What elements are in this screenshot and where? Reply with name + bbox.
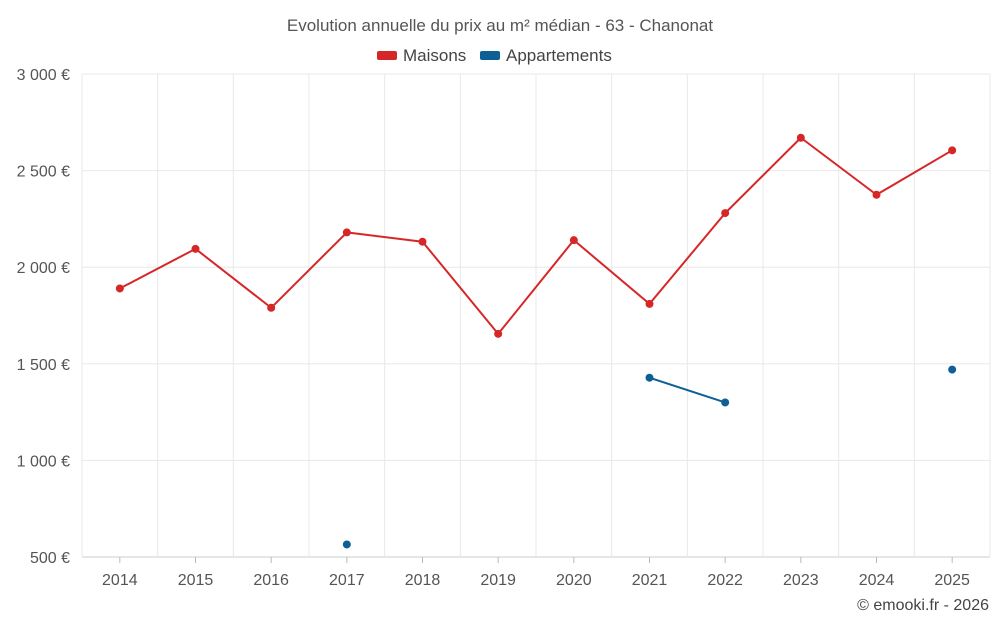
data-point[interactable] xyxy=(569,236,578,245)
x-tick-label: 2018 xyxy=(405,572,441,589)
y-tick-label: 500 € xyxy=(30,550,70,567)
legend-item-label[interactable]: Maisons xyxy=(403,46,466,65)
x-tick-label: 2016 xyxy=(253,572,289,589)
x-tick-label: 2020 xyxy=(556,572,592,589)
data-point[interactable] xyxy=(872,190,881,199)
data-point[interactable] xyxy=(267,303,276,312)
series-layer xyxy=(115,133,957,549)
x-tick-label: 2015 xyxy=(178,572,214,589)
x-tick-label: 2021 xyxy=(632,572,668,589)
grid xyxy=(81,73,991,558)
data-point[interactable] xyxy=(494,329,503,338)
x-tick-label: 2014 xyxy=(102,572,138,589)
series-maisons xyxy=(115,133,957,338)
y-tick-label: 2 000 € xyxy=(17,260,70,277)
data-point[interactable] xyxy=(796,133,805,142)
x-axis: 2014 2015 2016 2017 2018 2019 2020 2021 2022 2023… xyxy=(102,557,970,589)
series-line xyxy=(119,136,953,335)
y-tick-label: 1 500 € xyxy=(17,357,70,374)
series-line xyxy=(649,376,726,404)
data-point[interactable] xyxy=(191,244,200,253)
data-point[interactable] xyxy=(342,540,351,549)
data-point[interactable] xyxy=(418,237,427,246)
data-point[interactable] xyxy=(645,373,654,382)
data-point[interactable] xyxy=(721,209,730,218)
x-tick-label: 2025 xyxy=(934,572,970,589)
y-tick-label: 1 000 € xyxy=(17,453,70,470)
series-appartements xyxy=(342,365,957,549)
x-tick-label: 2024 xyxy=(859,572,895,589)
y-tick-label: 3 000 € xyxy=(17,67,70,84)
legend-swatch xyxy=(377,51,397,60)
credit-text: © emooki.fr - 2026 xyxy=(857,597,989,614)
legend-item-label[interactable]: Appartements xyxy=(506,46,612,65)
legend: Maisons Appartements xyxy=(377,46,612,65)
data-point[interactable] xyxy=(721,398,730,407)
data-point[interactable] xyxy=(948,146,957,155)
x-tick-label: 2019 xyxy=(480,572,516,589)
legend-swatch xyxy=(480,51,500,60)
data-point[interactable] xyxy=(948,365,957,374)
y-axis: 500 € 1 000 € 1 500 € 2 000 € 2 500 € 3 000 € xyxy=(17,67,70,567)
x-tick-label: 2022 xyxy=(707,572,743,589)
x-tick-label: 2023 xyxy=(783,572,819,589)
data-point[interactable] xyxy=(115,284,124,293)
chart-title: Evolution annuelle du prix au m² médian … xyxy=(287,16,713,35)
x-tick-label: 2017 xyxy=(329,572,365,589)
data-point[interactable] xyxy=(645,299,654,308)
data-point[interactable] xyxy=(342,228,351,237)
y-tick-label: 2 500 € xyxy=(17,164,70,181)
